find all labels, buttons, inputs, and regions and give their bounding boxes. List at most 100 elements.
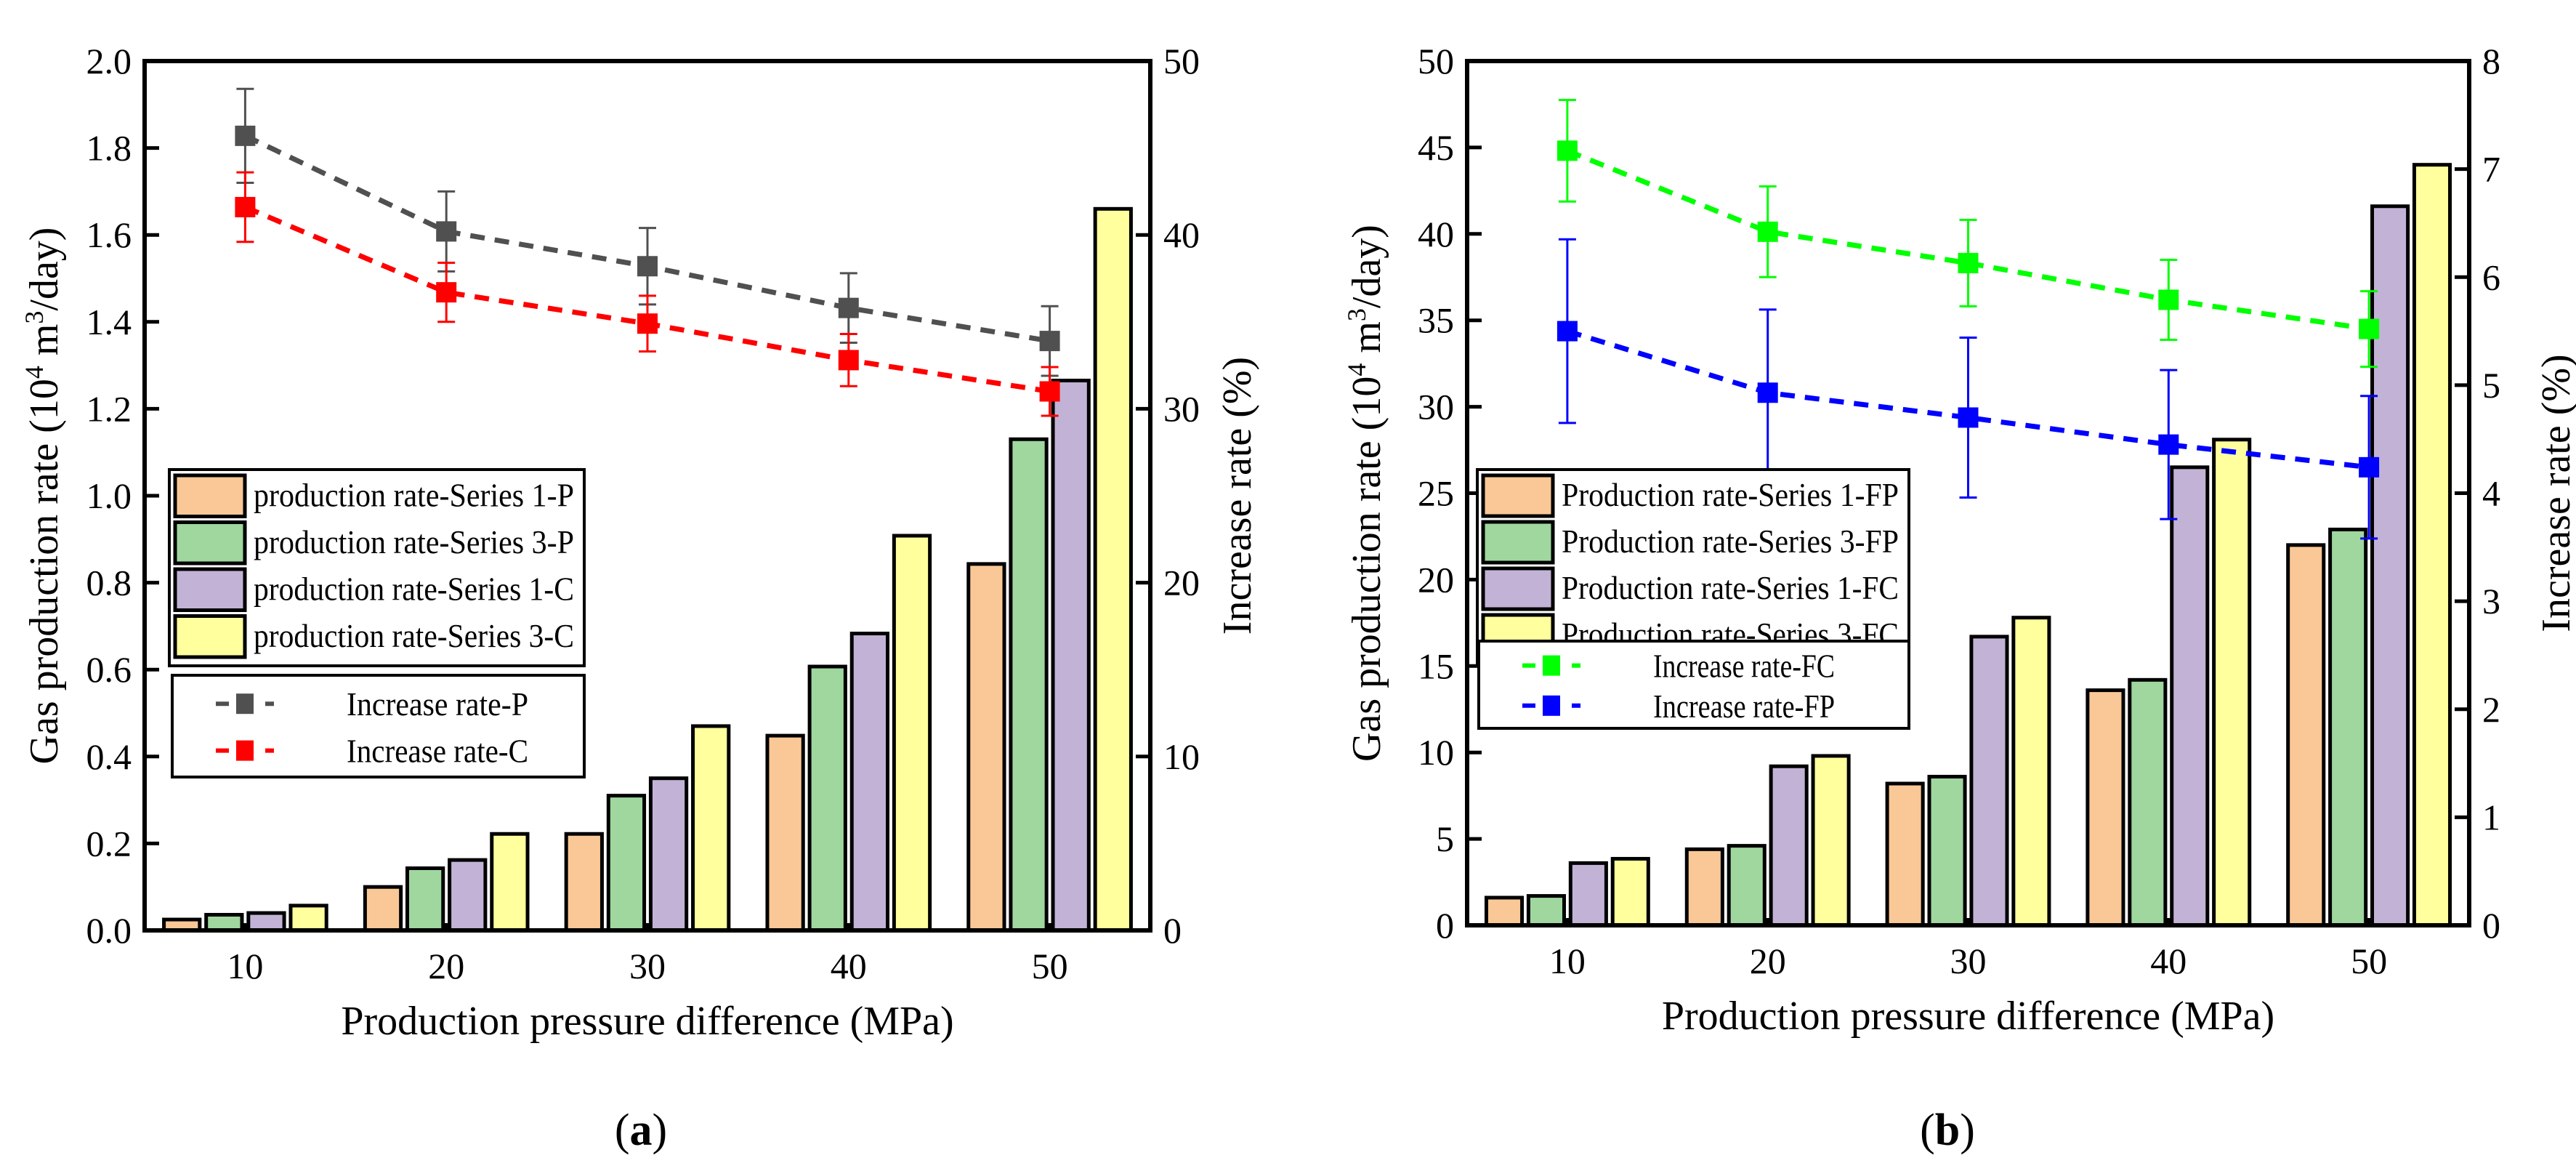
bar-b-s1-30 bbox=[1927, 774, 1967, 927]
bar-a-s2-10 bbox=[246, 911, 286, 933]
bar-b-s3-20 bbox=[1811, 754, 1851, 927]
y-tick-label: 1.4 bbox=[86, 302, 132, 342]
bar-b-s1-40 bbox=[2128, 677, 2168, 927]
panel-label-close: ) bbox=[653, 1106, 668, 1155]
marker-b-s4-50 bbox=[2359, 318, 2380, 339]
x-tick-label: 40 bbox=[831, 946, 867, 986]
y2-tick-label: 7 bbox=[2482, 149, 2500, 190]
bar-a-s1-20 bbox=[405, 866, 445, 933]
y-tick-label: 0.6 bbox=[86, 649, 132, 690]
legend-label: Increase rate-C bbox=[347, 733, 528, 770]
x-tick-label: 40 bbox=[2150, 941, 2187, 981]
y-tick-label: 0.0 bbox=[86, 910, 132, 951]
bar-a-s3-50 bbox=[1093, 206, 1133, 933]
bar-a-s3-20 bbox=[490, 832, 530, 933]
legend-swatch bbox=[1481, 473, 1555, 518]
y2-tick-label: 30 bbox=[1163, 388, 1200, 429]
y-tick-label: 40 bbox=[1418, 214, 1454, 254]
marker-b-s5-10 bbox=[1556, 321, 1578, 342]
bar-b-s1-20 bbox=[1727, 844, 1767, 927]
y2-tick-label: 40 bbox=[1163, 214, 1200, 255]
y-axis-title-part: 3 bbox=[20, 311, 49, 324]
bar-a-s0-20 bbox=[363, 885, 403, 933]
bar-b-s3-50 bbox=[2412, 163, 2452, 927]
bar-b-s0-20 bbox=[1684, 847, 1724, 927]
marker-a-s4-30 bbox=[637, 256, 658, 277]
x-tick-label: 30 bbox=[629, 946, 666, 986]
legend-label: Production rate-Series 3-FP bbox=[1562, 523, 1899, 560]
y2-tick-label: 0 bbox=[2482, 905, 2500, 946]
y-tick-label: 30 bbox=[1418, 387, 1454, 427]
legend-label: production rate-Series 3-P bbox=[254, 523, 574, 560]
y2-tick-label: 8 bbox=[2482, 41, 2500, 81]
bar-a-s0-50 bbox=[966, 562, 1006, 933]
panel-label-letter: b bbox=[1935, 1106, 1960, 1155]
legend-bars: Production rate-Series 1-FP Production ra… bbox=[1476, 468, 1910, 666]
panel-label-close: ) bbox=[1960, 1106, 1975, 1155]
bar-b-s0-40 bbox=[2086, 688, 2125, 927]
legend-swatch bbox=[1481, 520, 1555, 565]
y2-tick-label: 0 bbox=[1163, 910, 1182, 951]
bar-a-s3-40 bbox=[892, 534, 932, 933]
y-axis-title-part: 4 bbox=[20, 366, 49, 379]
y2-tick-label: 3 bbox=[2482, 581, 2500, 621]
panel-label-letter: a bbox=[630, 1106, 653, 1155]
y-tick-label: 0.8 bbox=[86, 563, 132, 603]
y-axis-title-part: Gas production rate (10 bbox=[22, 379, 67, 764]
panel-label-open: ( bbox=[615, 1106, 630, 1155]
bar-a-s1-50 bbox=[1009, 437, 1049, 933]
y-tick-label: 0.2 bbox=[86, 823, 132, 864]
y-axis-title-part: m bbox=[1344, 321, 1389, 363]
marker-b-s4-40 bbox=[2158, 289, 2179, 310]
bar-a-s2-40 bbox=[849, 632, 889, 933]
y2-tick-label: 20 bbox=[1163, 563, 1200, 603]
bar-b-s2-30 bbox=[1969, 635, 2009, 927]
bar-a-s0-40 bbox=[765, 733, 805, 933]
x-tick-label: 30 bbox=[1950, 941, 1987, 981]
legend-swatch bbox=[1481, 566, 1555, 611]
legend-label: production rate-Series 3-C bbox=[254, 617, 574, 654]
bar-a-s2-20 bbox=[448, 858, 488, 933]
y-tick-label: 35 bbox=[1418, 300, 1454, 341]
legend-swatch bbox=[173, 567, 247, 612]
legend-marker bbox=[1543, 695, 1560, 716]
series-line-b-s5 bbox=[1566, 329, 2370, 470]
marker-b-s4-30 bbox=[1958, 252, 1979, 273]
y-tick-label: 1.2 bbox=[86, 388, 132, 429]
panel-label: (b) bbox=[1920, 1106, 1975, 1155]
y-tick-label: 1.8 bbox=[86, 128, 132, 169]
bar-b-s0-50 bbox=[2286, 543, 2326, 927]
y-axis-title-part: /day) bbox=[1344, 225, 1389, 308]
bar-b-s1-50 bbox=[2328, 527, 2368, 927]
legend-swatch bbox=[173, 473, 247, 518]
y-tick-label: 45 bbox=[1418, 127, 1454, 168]
legend-bars: production rate-Series 1-P production rat… bbox=[168, 468, 586, 667]
chart-panel-a: 0.0 0.2 0.4 0.6 0.8 1.0 1.2 1.4 1.6 1.8 2.0 0 10 20 30… bbox=[20, 41, 1260, 1155]
marker-b-s5-30 bbox=[1958, 407, 1979, 428]
marker-a-s4-10 bbox=[235, 125, 256, 146]
marker-a-s4-20 bbox=[436, 221, 457, 242]
bar-b-s3-40 bbox=[2212, 438, 2252, 927]
legend-label: Increase rate-FC bbox=[1653, 648, 1835, 685]
marker-b-s5-20 bbox=[1757, 382, 1778, 403]
marker-a-s4-50 bbox=[1039, 331, 1060, 352]
marker-b-s5-40 bbox=[2158, 434, 2179, 455]
y-tick-label: 0.4 bbox=[86, 736, 132, 777]
marker-a-s5-50 bbox=[1039, 381, 1060, 402]
bar-a-s1-30 bbox=[606, 794, 647, 933]
x-tick-label: 10 bbox=[1549, 941, 1586, 981]
marker-a-s4-40 bbox=[838, 297, 859, 318]
legend-marker bbox=[236, 693, 254, 715]
x-axis-title: Production pressure difference (MPa) bbox=[341, 999, 953, 1044]
y-axis-title-part: 3 bbox=[1342, 308, 1371, 321]
marker-b-s4-20 bbox=[1757, 221, 1778, 242]
x-axis-title: Production pressure difference (MPa) bbox=[1662, 994, 2274, 1039]
y-tick-label: 5 bbox=[1436, 818, 1454, 859]
y-axis-title-part: m bbox=[22, 324, 67, 366]
y2-axis-title: Increase rate (%) bbox=[2534, 354, 2576, 632]
bar-a-s1-40 bbox=[807, 664, 847, 933]
bar-a-s3-10 bbox=[288, 904, 328, 933]
marker-a-s5-30 bbox=[637, 313, 658, 334]
